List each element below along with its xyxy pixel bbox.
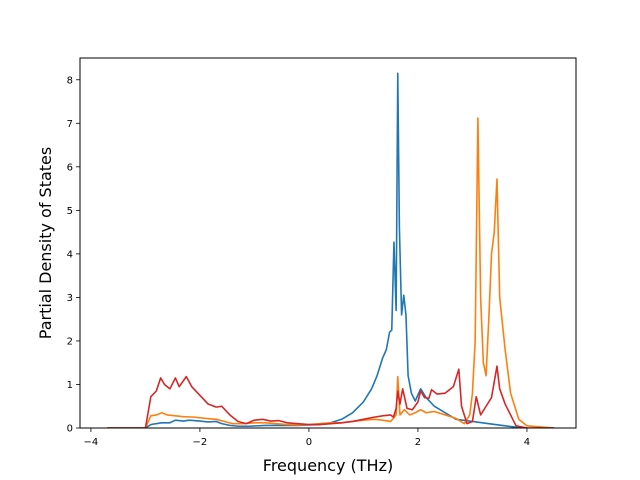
x-tick-label: 2 xyxy=(415,437,421,448)
y-tick-label: 1 xyxy=(67,380,73,391)
series-line-2 xyxy=(107,117,555,428)
y-tick-label: 6 xyxy=(67,162,73,173)
y-tick-label: 8 xyxy=(67,75,73,86)
x-axis-ticks: −4 −2 0 2 4 xyxy=(84,428,530,448)
x-tick-label: 0 xyxy=(306,437,312,448)
x-tick-label: −4 xyxy=(84,437,99,448)
y-axis-label: Partial Density of States xyxy=(36,147,55,339)
y-tick-label: 0 xyxy=(67,424,73,435)
y-tick-label: 5 xyxy=(67,206,73,217)
y-tick-label: 4 xyxy=(67,249,73,260)
x-tick-label: −2 xyxy=(193,437,208,448)
y-tick-label: 2 xyxy=(67,336,73,347)
series-line-1 xyxy=(107,72,528,428)
series-line-3 xyxy=(107,365,555,428)
plot-frame xyxy=(79,57,577,429)
y-axis-ticks: 0 1 2 3 4 5 6 7 8 xyxy=(67,75,80,435)
y-tick-label: 3 xyxy=(67,293,73,304)
x-tick-label: 4 xyxy=(524,437,530,448)
y-tick-label: 7 xyxy=(67,119,73,130)
x-axis-label: Frequency (THz) xyxy=(263,456,393,475)
